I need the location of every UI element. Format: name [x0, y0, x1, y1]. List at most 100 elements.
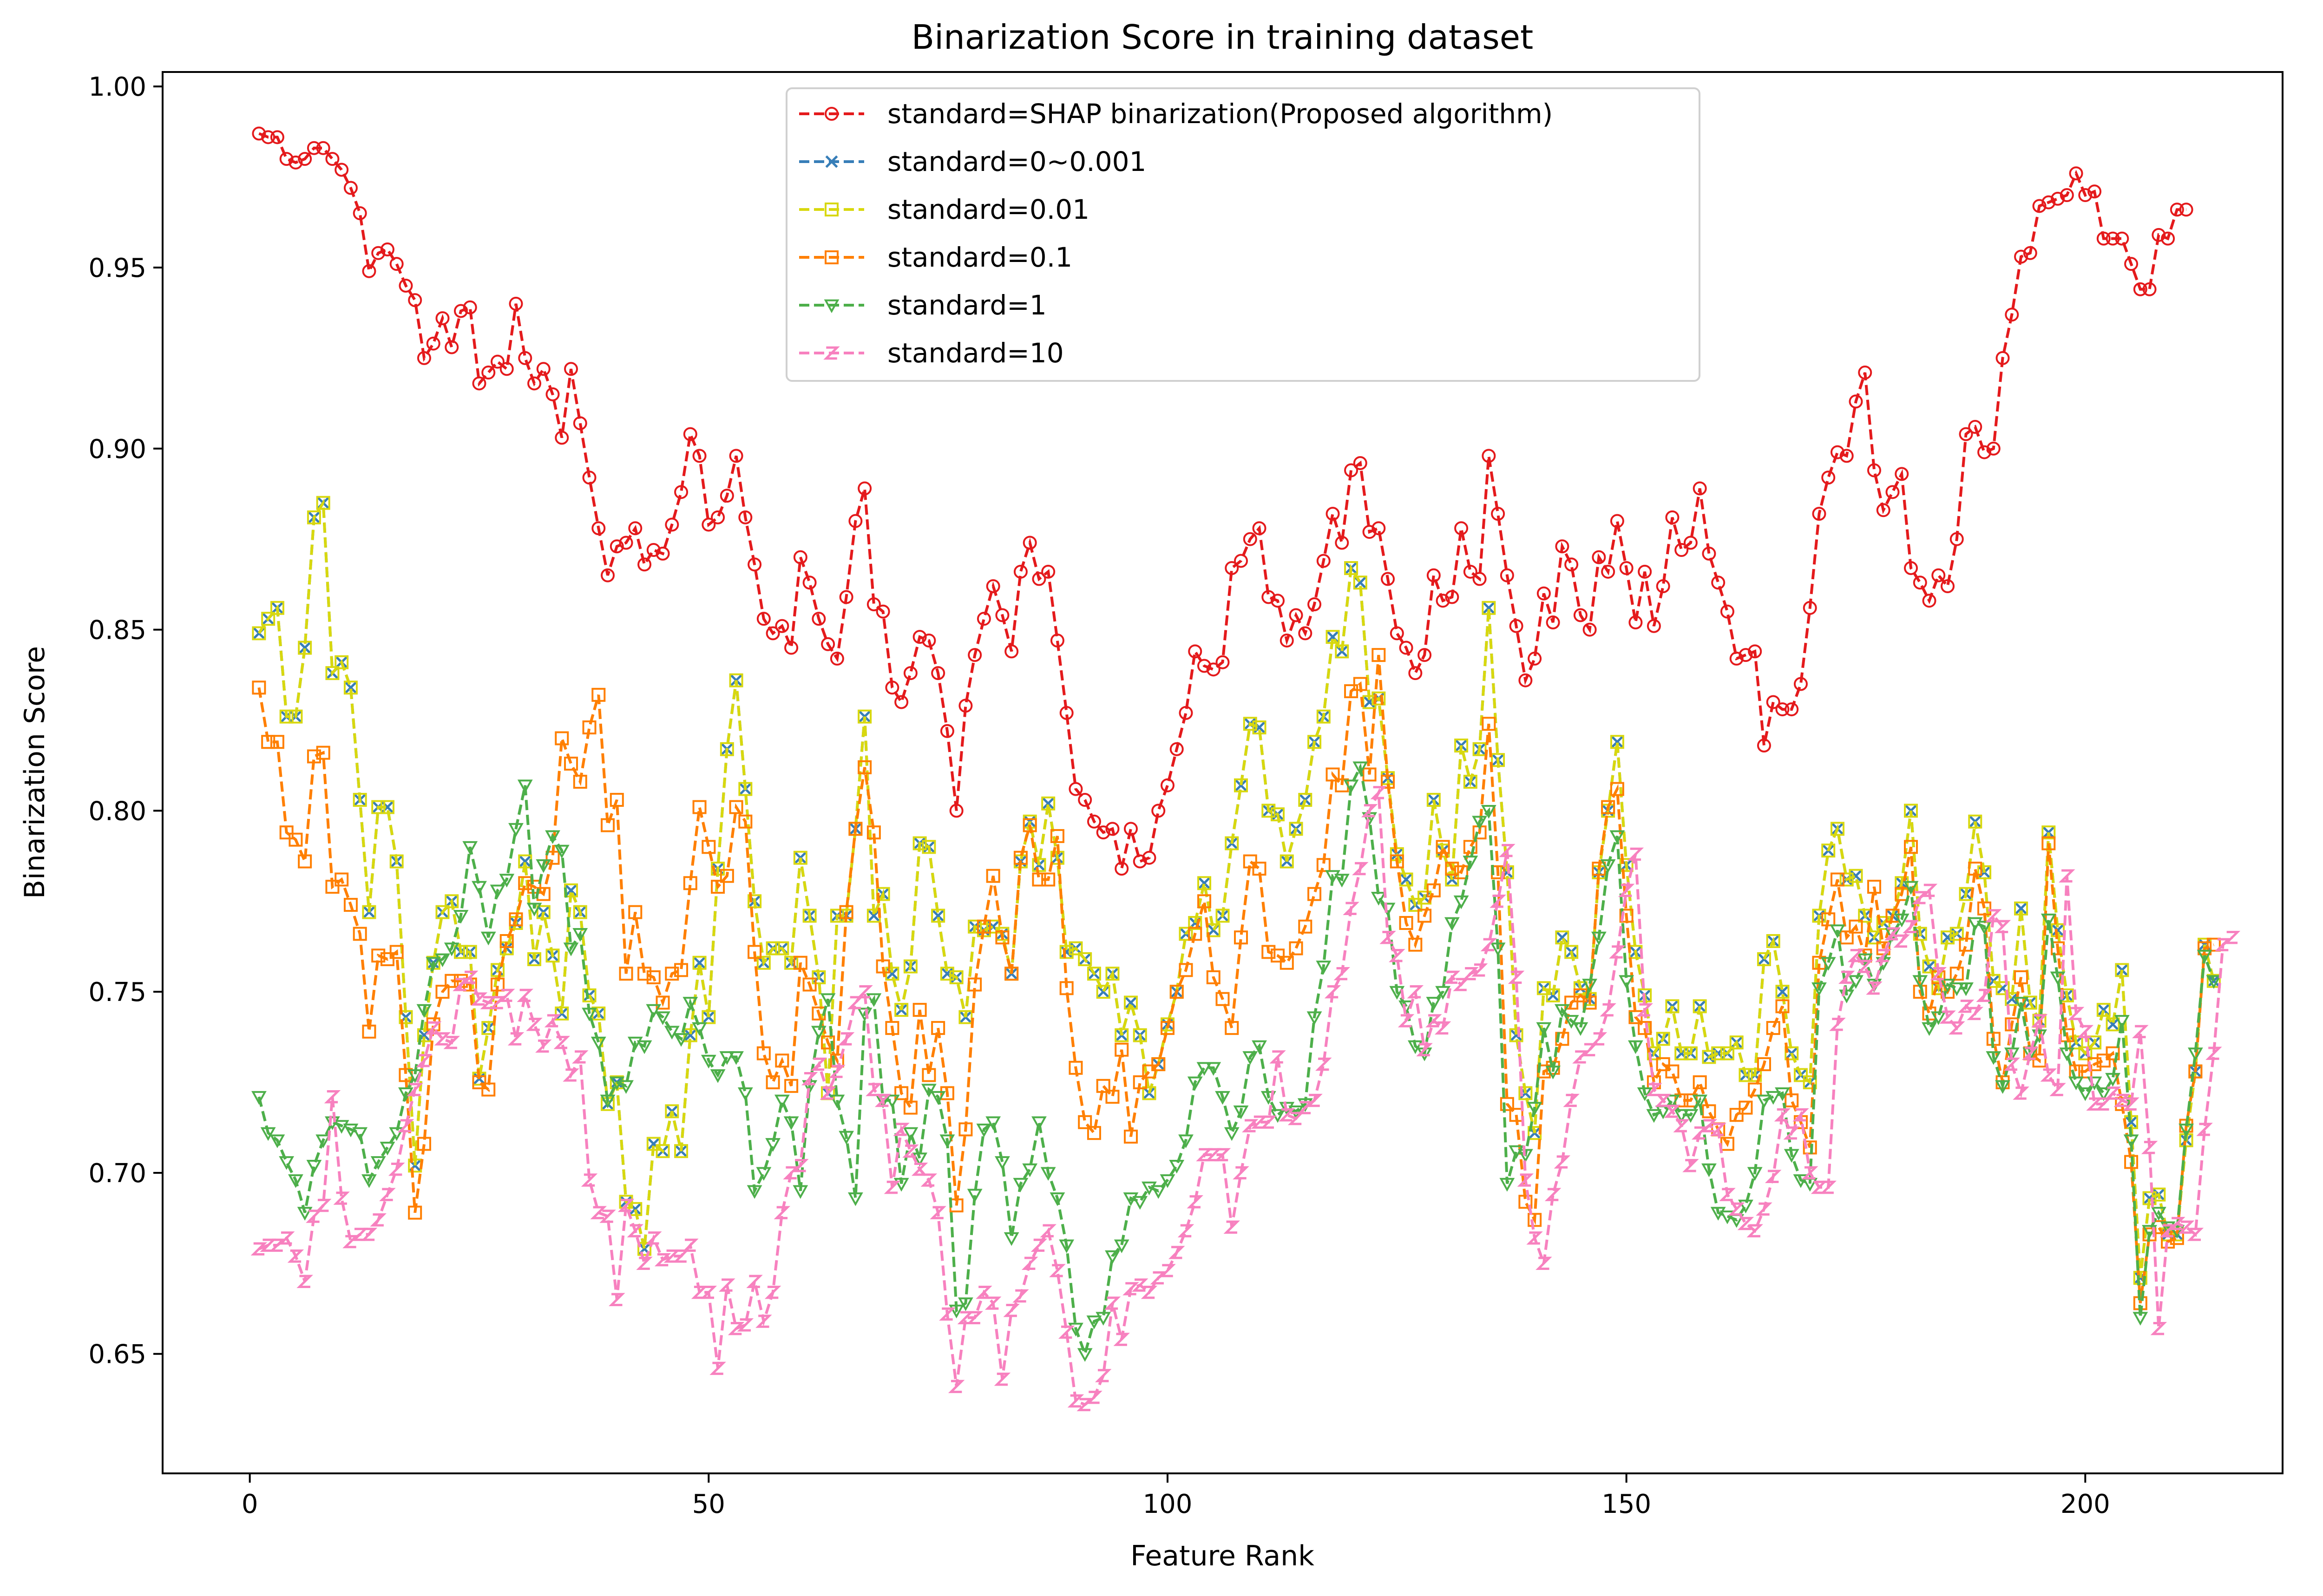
data-point [279, 1156, 295, 1170]
data-point [1160, 778, 1175, 792]
data-point [1280, 854, 1294, 869]
data-point [362, 264, 376, 278]
data-point [765, 1138, 781, 1152]
data-point [1077, 1348, 1093, 1362]
data-point [344, 681, 357, 694]
data-point [903, 1127, 919, 1141]
data-point [1674, 1046, 1689, 1060]
data-point [1004, 1232, 1019, 1246]
data-point [1518, 673, 1533, 687]
data-point [1528, 651, 1542, 666]
data-point [1426, 568, 1441, 582]
data-point [351, 1228, 368, 1241]
data-point [1994, 920, 2011, 934]
data-point [1903, 840, 1918, 854]
data-point [1260, 1115, 1277, 1129]
data-point [1307, 597, 1322, 611]
data-point [1600, 1003, 1616, 1017]
data-point [858, 709, 872, 724]
series-5 [250, 786, 2241, 1412]
data-point [1344, 684, 1358, 699]
data-point [949, 804, 964, 818]
data-point [885, 1021, 899, 1035]
data-point [966, 1311, 983, 1324]
data-point [555, 431, 569, 445]
data-point [700, 1286, 717, 1299]
data-point [480, 931, 496, 946]
data-point [1445, 590, 1459, 604]
data-point [1867, 880, 1881, 894]
data-point [353, 206, 367, 221]
data-point [1903, 920, 1919, 934]
data-point [307, 141, 321, 155]
data-point [1509, 1028, 1523, 1042]
data-point [481, 1021, 496, 1035]
data-point [1581, 1043, 1598, 1057]
data-point [1086, 1391, 1102, 1404]
data-point [784, 1079, 799, 1093]
data-point [1243, 717, 1257, 731]
data-point [1261, 945, 1276, 959]
data-point [1096, 1079, 1110, 1093]
data-point [646, 1004, 662, 1018]
data-point [2142, 282, 2157, 296]
data-point [847, 996, 864, 1009]
x-tick-label: 100 [1143, 1489, 1193, 1519]
data-point [416, 1054, 433, 1067]
data-point [453, 910, 469, 924]
data-point [416, 1004, 432, 1018]
data-point [1050, 829, 1064, 843]
data-point [1463, 856, 1478, 870]
legend-label: standard=10 [887, 337, 1064, 369]
data-point [289, 709, 303, 724]
data-point [637, 967, 652, 981]
data-point [2032, 1053, 2047, 1068]
data-point [2077, 1087, 2093, 1101]
data-point [1041, 872, 1056, 887]
data-point [764, 1286, 781, 1299]
data-point [1242, 1051, 1258, 1065]
data-point [1839, 930, 1854, 945]
data-point [1050, 633, 1064, 648]
data-point [619, 536, 633, 550]
data-point [1361, 804, 1378, 818]
data-point [371, 948, 386, 963]
data-point [1326, 507, 1340, 521]
data-point [2133, 1312, 2148, 1326]
data-point [1528, 1213, 1542, 1227]
data-point [1610, 735, 1624, 749]
data-point [1113, 1333, 1130, 1346]
data-point [1150, 1271, 1167, 1285]
data-point [884, 1180, 901, 1194]
data-point [307, 510, 321, 524]
data-point [646, 543, 661, 557]
data-point [2152, 1187, 2166, 1202]
data-point [362, 905, 376, 919]
data-point [1518, 1195, 1533, 1209]
data-point [866, 993, 882, 1007]
data-point [435, 311, 450, 326]
data-point [1224, 1127, 1240, 1141]
data-point [1628, 615, 1643, 629]
data-point [1968, 419, 1982, 434]
data-point [618, 1080, 634, 1094]
data-point [269, 1134, 285, 1148]
data-point [1563, 1093, 1580, 1107]
data-point [985, 1116, 1001, 1130]
data-point [774, 1094, 790, 1109]
data-point [270, 601, 284, 615]
data-point [1923, 960, 1936, 973]
data-point [1381, 572, 1395, 586]
data-point [1656, 1032, 1670, 1046]
data-point [408, 293, 422, 307]
data-point [1903, 881, 1919, 895]
data-point [1031, 1116, 1047, 1130]
data-point [2123, 1134, 2139, 1148]
data-point [1719, 1188, 1736, 1201]
data-point [711, 510, 725, 524]
data-point [334, 1120, 349, 1134]
legend-entry: standard=0.1 [799, 242, 1072, 273]
data-point [674, 963, 689, 977]
data-point [444, 942, 459, 956]
data-point [279, 709, 294, 724]
